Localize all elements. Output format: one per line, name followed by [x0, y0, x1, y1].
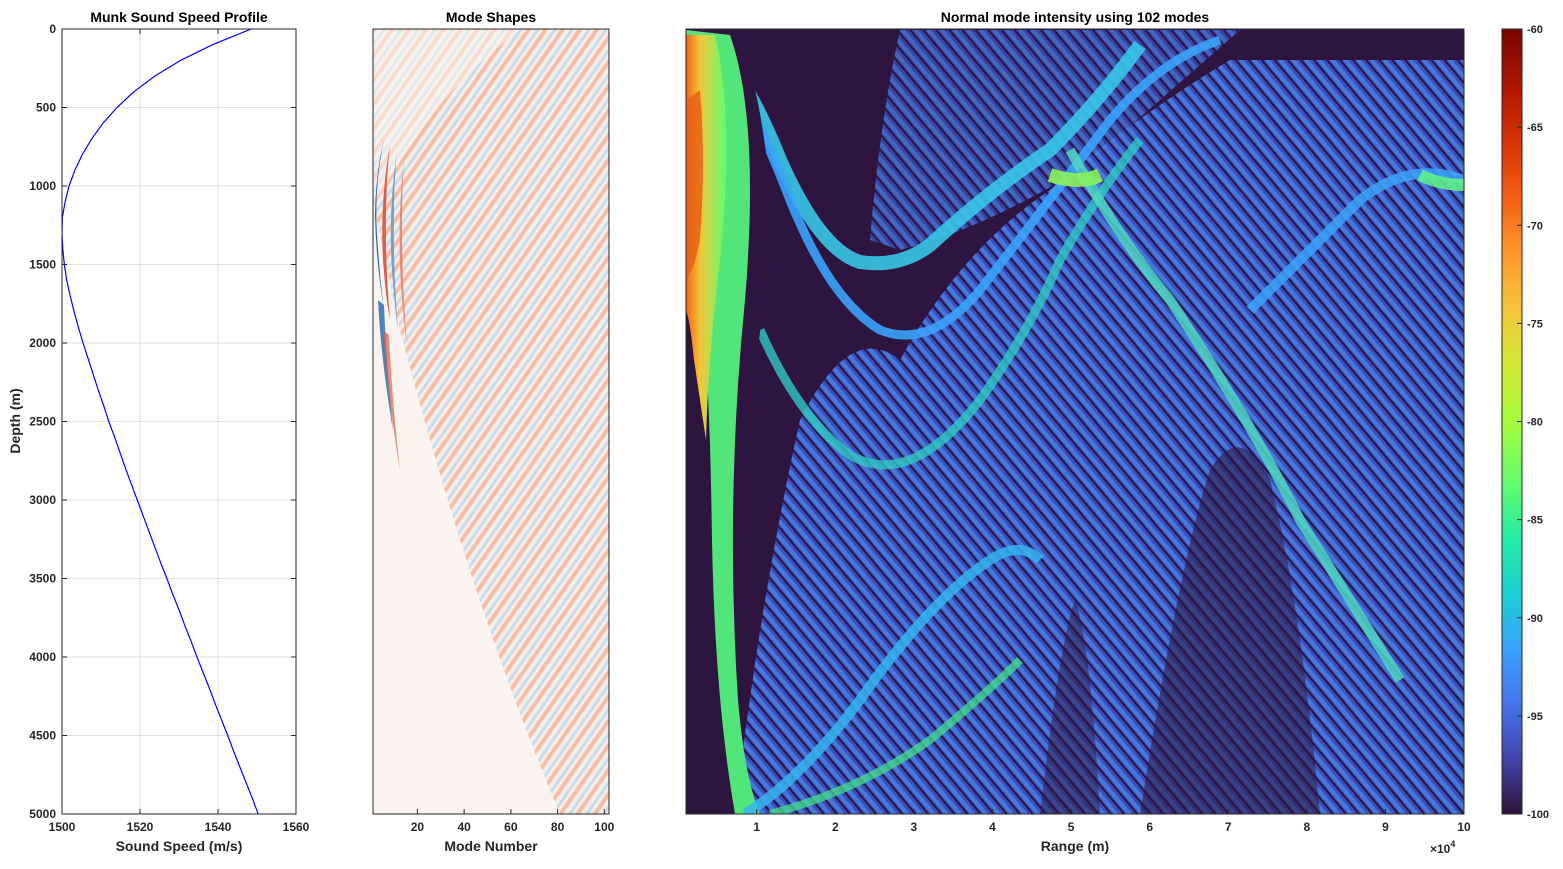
- colorbar-ticks: -60 -65 -70 -75 -80 -85 -90 -95 -100: [1517, 24, 1549, 821]
- sound-speed-ticks: 1500 1520 1540 1560 0 500 1000 1500 2000 2500 3000…: [29, 22, 309, 834]
- range-xtick-label: 3: [911, 820, 918, 834]
- depth-ytick-label: 3500: [29, 572, 56, 586]
- colorbar-tick-label: -65: [1527, 122, 1543, 134]
- colorbar-tick-label: -60: [1527, 24, 1543, 36]
- sound-speed-line: [62, 29, 259, 814]
- depth-ytick-label: 500: [36, 101, 56, 115]
- depth-ytick-label: 2000: [29, 336, 56, 350]
- range-multiplier: ×104: [1430, 839, 1455, 856]
- depth-ytick-label: 2500: [29, 415, 56, 429]
- range-xtick-label: 5: [1068, 820, 1075, 834]
- sound-speed-title: Munk Sound Speed Profile: [90, 9, 268, 25]
- range-xtick-label: 10: [1457, 820, 1471, 834]
- mode-number-xtick-label: 60: [504, 820, 518, 834]
- sound-speed-xtick-label: 1500: [49, 820, 76, 834]
- mode-number-xtick-label: 20: [411, 820, 425, 834]
- range-xtick-label: 7: [1225, 820, 1232, 834]
- mode-number-xlabel: Mode Number: [444, 838, 538, 854]
- depth-ytick-label: 0: [49, 22, 56, 36]
- colorbar-tick-label: -95: [1527, 711, 1543, 723]
- depth-ytick-label: 4000: [29, 650, 56, 664]
- range-xtick-label: 2: [832, 820, 839, 834]
- range-xtick-label: 6: [1146, 820, 1153, 834]
- mode-number-xtick-label: 40: [457, 820, 471, 834]
- sound-speed-xtick-label: 1520: [127, 820, 154, 834]
- mode-shapes-image: [373, 29, 609, 814]
- range-xtick-label: 8: [1303, 820, 1310, 834]
- range-xtick-label: 9: [1382, 820, 1389, 834]
- depth-ylabel: Depth (m): [7, 388, 23, 453]
- depth-ytick-label: 4500: [29, 729, 56, 743]
- intensity-image: [686, 29, 1464, 814]
- sound-speed-xlabel: Sound Speed (m/s): [116, 838, 243, 854]
- depth-ytick-label: 3000: [29, 493, 56, 507]
- colorbar-tick-label: -80: [1527, 417, 1543, 429]
- colorbar-tick-label: -75: [1527, 318, 1543, 330]
- sound-speed-panel: 1500 1520 1540 1560 0 500 1000 1500 2000 2500 3000…: [7, 9, 310, 854]
- depth-ytick-label: 1500: [29, 258, 56, 272]
- range-ticks: 1 2 3 4 5 6 7 8 9 10: [753, 809, 1471, 834]
- mode-number-xtick-label: 80: [551, 820, 565, 834]
- colorbar-tick-label: -90: [1527, 613, 1543, 625]
- colorbar-tick-label: -70: [1527, 220, 1543, 232]
- mode-shapes-title: Mode Shapes: [446, 9, 536, 25]
- depth-ytick-label: 5000: [29, 807, 56, 821]
- range-xlabel: Range (m): [1041, 838, 1109, 854]
- intensity-title: Normal mode intensity using 102 modes: [941, 9, 1210, 25]
- intensity-colorbar: -60 -65 -70 -75 -80 -85 -90 -95 -100: [1501, 24, 1549, 821]
- range-xtick-label: 1: [753, 820, 760, 834]
- intensity-panel: 1 2 3 4 5 6 7 8 9 10 Normal mode intensity using …: [685, 9, 1471, 856]
- mode-shapes-panel: 20 40 60 80 100 Mode Shapes Mode Number: [372, 9, 615, 854]
- depth-ytick-label: 1000: [29, 179, 56, 193]
- colorbar-tick-label: -100: [1527, 809, 1549, 821]
- sound-speed-xtick-label: 1540: [205, 820, 232, 834]
- mode-number-ticks: 20 40 60 80 100: [411, 809, 615, 834]
- sound-speed-xtick-label: 1560: [283, 820, 310, 834]
- range-xtick-label: 4: [989, 820, 996, 834]
- colorbar-tick-label: -85: [1527, 515, 1543, 527]
- mode-number-xtick-label: 100: [594, 820, 614, 834]
